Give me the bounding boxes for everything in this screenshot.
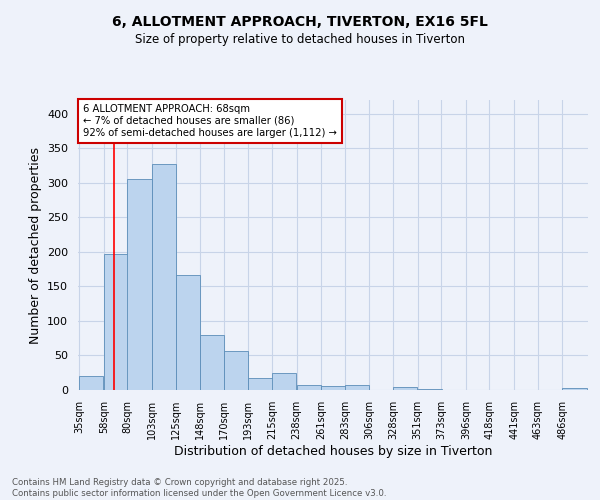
Y-axis label: Number of detached properties: Number of detached properties	[29, 146, 41, 344]
X-axis label: Distribution of detached houses by size in Tiverton: Distribution of detached houses by size …	[174, 444, 492, 458]
Bar	[248, 378, 272, 390]
Bar	[272, 372, 296, 390]
Bar	[152, 164, 176, 390]
Text: Size of property relative to detached houses in Tiverton: Size of property relative to detached ho…	[135, 32, 465, 46]
Bar	[224, 350, 248, 390]
Bar	[345, 385, 369, 390]
Bar	[79, 376, 103, 390]
Bar	[127, 180, 152, 390]
Bar	[104, 254, 128, 390]
Text: 6, ALLOTMENT APPROACH, TIVERTON, EX16 5FL: 6, ALLOTMENT APPROACH, TIVERTON, EX16 5F…	[112, 15, 488, 29]
Bar	[200, 335, 224, 390]
Bar	[321, 386, 346, 390]
Bar	[562, 388, 587, 390]
Text: Contains HM Land Registry data © Crown copyright and database right 2025.
Contai: Contains HM Land Registry data © Crown c…	[12, 478, 386, 498]
Bar	[296, 385, 321, 390]
Text: 6 ALLOTMENT APPROACH: 68sqm
← 7% of detached houses are smaller (86)
92% of semi: 6 ALLOTMENT APPROACH: 68sqm ← 7% of deta…	[83, 104, 337, 138]
Bar	[393, 386, 418, 390]
Bar	[418, 388, 442, 390]
Bar	[176, 276, 200, 390]
